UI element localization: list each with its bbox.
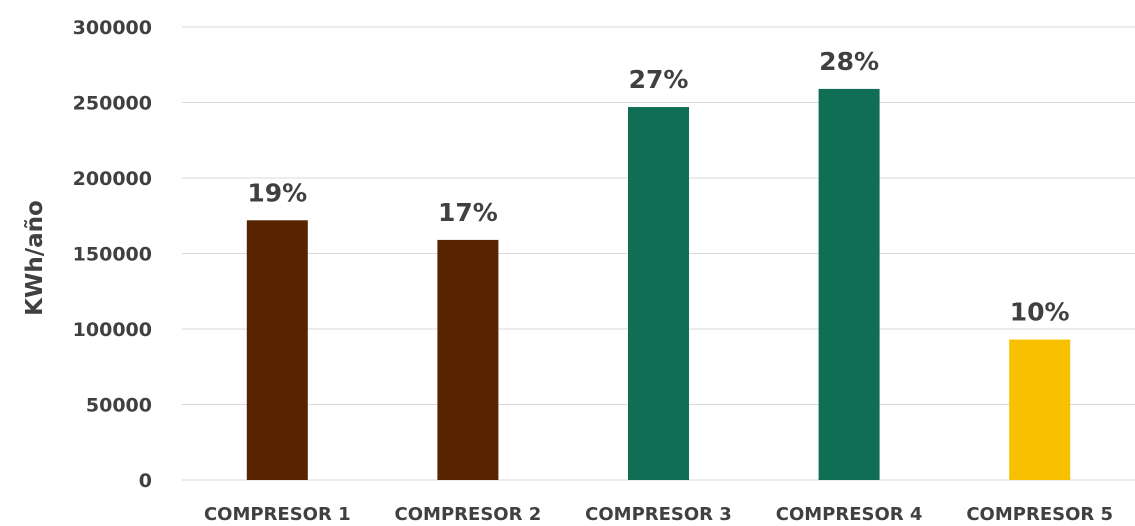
y-tick-label: 50000	[86, 395, 152, 417]
bar	[1009, 339, 1071, 480]
bar	[628, 107, 689, 480]
y-tick-label: 0	[139, 470, 152, 492]
y-tick-label: 100000	[73, 319, 152, 341]
data-label: 17%	[438, 198, 498, 227]
bar	[818, 88, 880, 480]
bar	[437, 239, 499, 480]
y-tick-label: 250000	[73, 93, 152, 115]
x-category-label: COMPRESOR 5	[966, 504, 1113, 525]
x-category-label: COMPRESOR 4	[776, 504, 923, 525]
x-category-label: COMPRESOR 3	[585, 504, 732, 525]
x-category-label: COMPRESOR 1	[204, 504, 351, 525]
y-tick-label: 300000	[73, 17, 152, 39]
data-label: 28%	[819, 47, 879, 76]
y-tick-label: 200000	[73, 168, 152, 190]
bars	[246, 88, 1071, 480]
x-category-label: COMPRESOR 2	[395, 504, 542, 525]
data-label: 10%	[1010, 298, 1070, 327]
data-label: 19%	[247, 178, 307, 207]
y-axis-ticks: 0 50000 100000 150000 200000 250000 300000	[73, 17, 152, 492]
bar	[246, 220, 308, 480]
y-axis-title: KWh/año	[22, 200, 48, 316]
x-axis-categories: COMPRESOR 1 COMPRESOR 2 COMPRESOR 3 COMPRES…	[204, 504, 1113, 525]
data-labels: 19% 17% 27% 28% 10%	[247, 47, 1069, 327]
y-tick-label: 150000	[73, 244, 152, 266]
data-label: 27%	[629, 65, 689, 94]
